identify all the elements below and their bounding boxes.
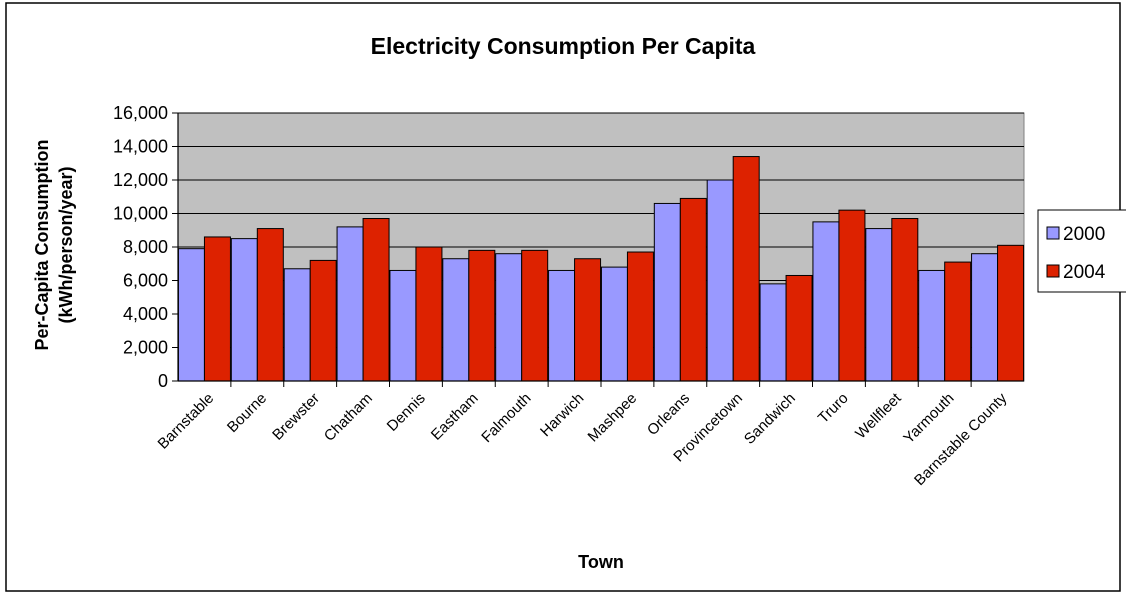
- y-tick-labels: 0 2,000 4,000 6,000 8,000 10,000 12,000 14,000 1…: [113, 103, 168, 391]
- bar-2004-2: [309, 259, 337, 382]
- bar-2000-4: [389, 269, 417, 382]
- y-tick-label: 2,000: [123, 338, 168, 358]
- bar-2004-9: [679, 197, 707, 382]
- y-tick-label: 14,000: [113, 137, 168, 157]
- bar-2004-0: [203, 236, 231, 382]
- bar-2004-8: [626, 251, 654, 382]
- bar-2000-10: [706, 179, 734, 382]
- y-tick-label: 6,000: [123, 271, 168, 291]
- bar-2004-14: [944, 261, 972, 382]
- bar-2000-1: [230, 238, 258, 382]
- y-tick-label: 10,000: [113, 204, 168, 224]
- bar-2004-12: [838, 209, 866, 382]
- bar-2000-6: [495, 253, 523, 382]
- bar-2004-13: [891, 218, 919, 382]
- legend-swatch-2000: [1046, 226, 1060, 240]
- y-tick-label: 12,000: [113, 170, 168, 190]
- bar-2000-7: [548, 269, 576, 382]
- bar-2000-12: [812, 221, 840, 382]
- bar-2000-13: [865, 228, 893, 382]
- bar-2004-6: [521, 249, 549, 382]
- bar-2000-0: [177, 248, 205, 382]
- bar-2000-2: [283, 268, 311, 382]
- bar-2004-10: [732, 156, 760, 382]
- bar-2004-15: [997, 244, 1025, 382]
- chart-title: Electricity Consumption Per Capita: [371, 33, 756, 59]
- bar-2000-3: [336, 226, 364, 382]
- y-tick-label: 4,000: [123, 304, 168, 324]
- y-tick-label: 16,000: [113, 103, 168, 123]
- y-axis-title-line1: Per-Capita Consumption: [32, 139, 52, 350]
- bar-2000-14: [918, 269, 946, 382]
- y-tick-label: 0: [158, 371, 168, 391]
- y-axis-title-line2: (kWh/person/year): [56, 166, 76, 323]
- bar-2000-15: [971, 253, 999, 382]
- bar-2004-11: [785, 274, 813, 382]
- bar-2004-4: [415, 246, 443, 382]
- bar-2004-5: [468, 249, 496, 382]
- x-axis-title: Town: [578, 552, 624, 572]
- legend-label-2000: 2000: [1063, 224, 1105, 245]
- bar-2000-8: [600, 266, 628, 382]
- legend-swatch-2004: [1046, 264, 1060, 278]
- legend: 2000 2004: [1037, 209, 1126, 293]
- bar-2000-11: [759, 283, 787, 382]
- bar-2004-1: [256, 228, 284, 382]
- bar-2000-5: [442, 258, 470, 382]
- bar-2000-9: [653, 202, 681, 382]
- bar-2004-7: [574, 258, 602, 382]
- axes: [177, 113, 1024, 387]
- legend-label-2004: 2004: [1063, 262, 1106, 283]
- bars: [177, 156, 1025, 382]
- bar-2004-3: [362, 218, 390, 382]
- y-tick-label: 8,000: [123, 237, 168, 257]
- legend-box: [1037, 209, 1126, 293]
